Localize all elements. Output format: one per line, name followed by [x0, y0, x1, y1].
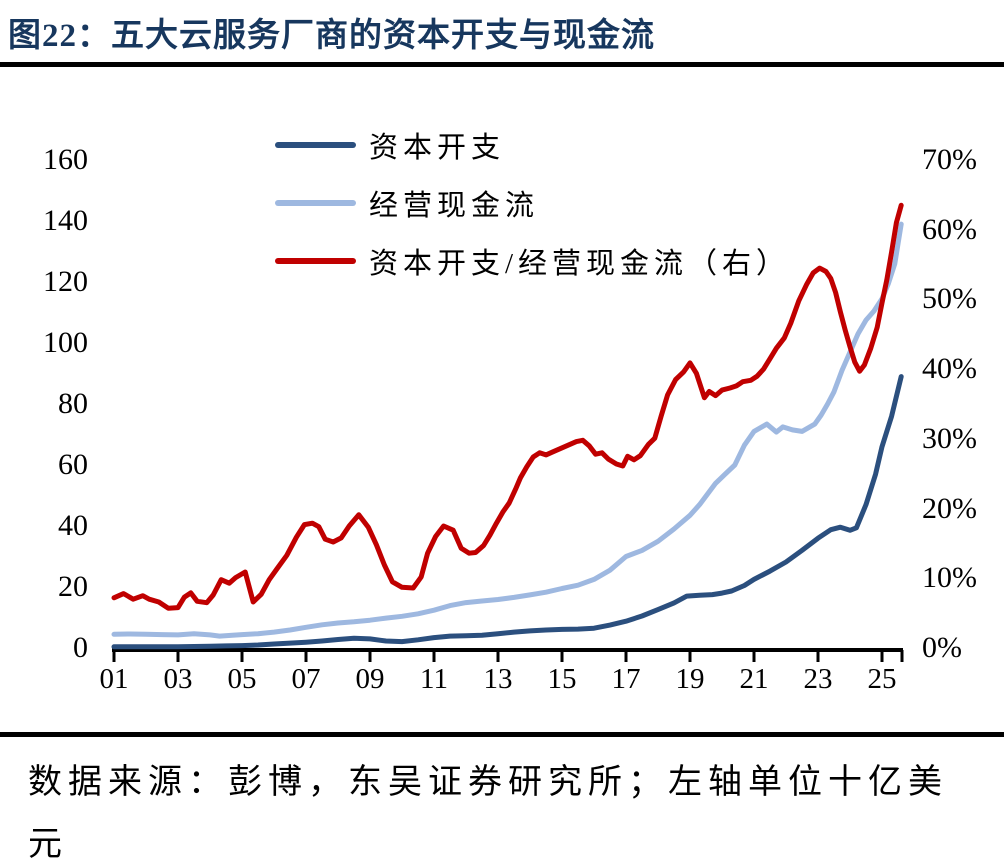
- left-axis-tick-label: 60: [58, 448, 88, 481]
- x-axis-tick-label: 17: [611, 663, 641, 695]
- x-axis-tick-label: 19: [675, 663, 705, 695]
- legend-item-1: 经营现金流: [275, 186, 790, 222]
- left-axis-tick-label: 20: [58, 570, 88, 603]
- left-axis-tick-label: 120: [43, 265, 88, 298]
- legend-line-swatch: [275, 200, 356, 206]
- left-axis-tick-label: 100: [43, 326, 88, 359]
- left-axis-tick-label: 160: [43, 143, 88, 176]
- title-divider-rule: [0, 62, 1004, 67]
- legend-item-2: 资本开支/经营现金流（右）: [275, 244, 790, 280]
- legend-item-0: 资本开支: [275, 128, 790, 164]
- legend-label: 资本开支: [369, 132, 506, 164]
- legend-line-swatch: [275, 258, 356, 264]
- left-axis-tick-label: 140: [43, 204, 88, 237]
- x-axis-tick-label: 21: [739, 663, 769, 695]
- right-axis-tick-label: 30%: [922, 421, 977, 455]
- figure-title: 图22：五大云服务厂商的资本开支与现金流: [8, 18, 655, 54]
- x-axis-tick-label: 07: [291, 663, 321, 695]
- x-axis-tick-label: 15: [547, 663, 577, 695]
- left-axis-tick-label: 80: [58, 387, 88, 420]
- x-axis-tick-label: 11: [420, 663, 448, 695]
- legend-label: 资本开支/经营现金流（右）: [369, 248, 791, 280]
- x-axis-tick-label: 01: [99, 663, 129, 695]
- data-source-note-line2: 元: [28, 826, 68, 858]
- x-axis-tick-label: 09: [355, 663, 385, 695]
- x-axis-tick-label: 05: [227, 663, 257, 695]
- legend-label: 经营现金流: [369, 190, 540, 222]
- right-axis-tick-label: 70%: [922, 143, 977, 176]
- series-line-1: [111, 221, 904, 639]
- right-axis-tick-label: 50%: [922, 282, 977, 316]
- series-line-0: [111, 374, 904, 650]
- right-axis-tick-label: 0%: [922, 631, 962, 664]
- x-axis-tick-label: 23: [803, 663, 833, 695]
- line-chart: 0 20 40 60 80 100 120 140 160 0% 10% 20% 30% 40% 50% 6…: [43, 128, 977, 695]
- right-axis-tick-label: 20%: [922, 491, 977, 525]
- legend-line-swatch: [275, 142, 356, 148]
- right-axis-tick-label: 40%: [922, 352, 977, 386]
- series-line-2: [111, 202, 904, 611]
- chart-plot-area: [111, 202, 904, 662]
- chart-legend: 资本开支经营现金流资本开支/经营现金流（右）: [275, 128, 790, 302]
- x-axis-tick-label: 13: [483, 663, 513, 695]
- footer-divider-rule: [0, 732, 1004, 737]
- data-source-note: 数据来源：彭博，东吴证券研究所；左轴单位十亿美 元: [28, 752, 988, 858]
- left-axis-tick-label: 0: [73, 631, 88, 664]
- x-axis-tick-label: 25: [867, 663, 897, 695]
- data-source-note-line1: 数据来源：彭博，东吴证券研究所；左轴单位十亿美: [28, 764, 948, 801]
- x-axis-tick-label: 03: [163, 663, 193, 695]
- right-axis-tick-label: 60%: [922, 212, 977, 246]
- right-axis-tick-label: 10%: [922, 561, 977, 595]
- left-axis-tick-label: 40: [58, 509, 88, 542]
